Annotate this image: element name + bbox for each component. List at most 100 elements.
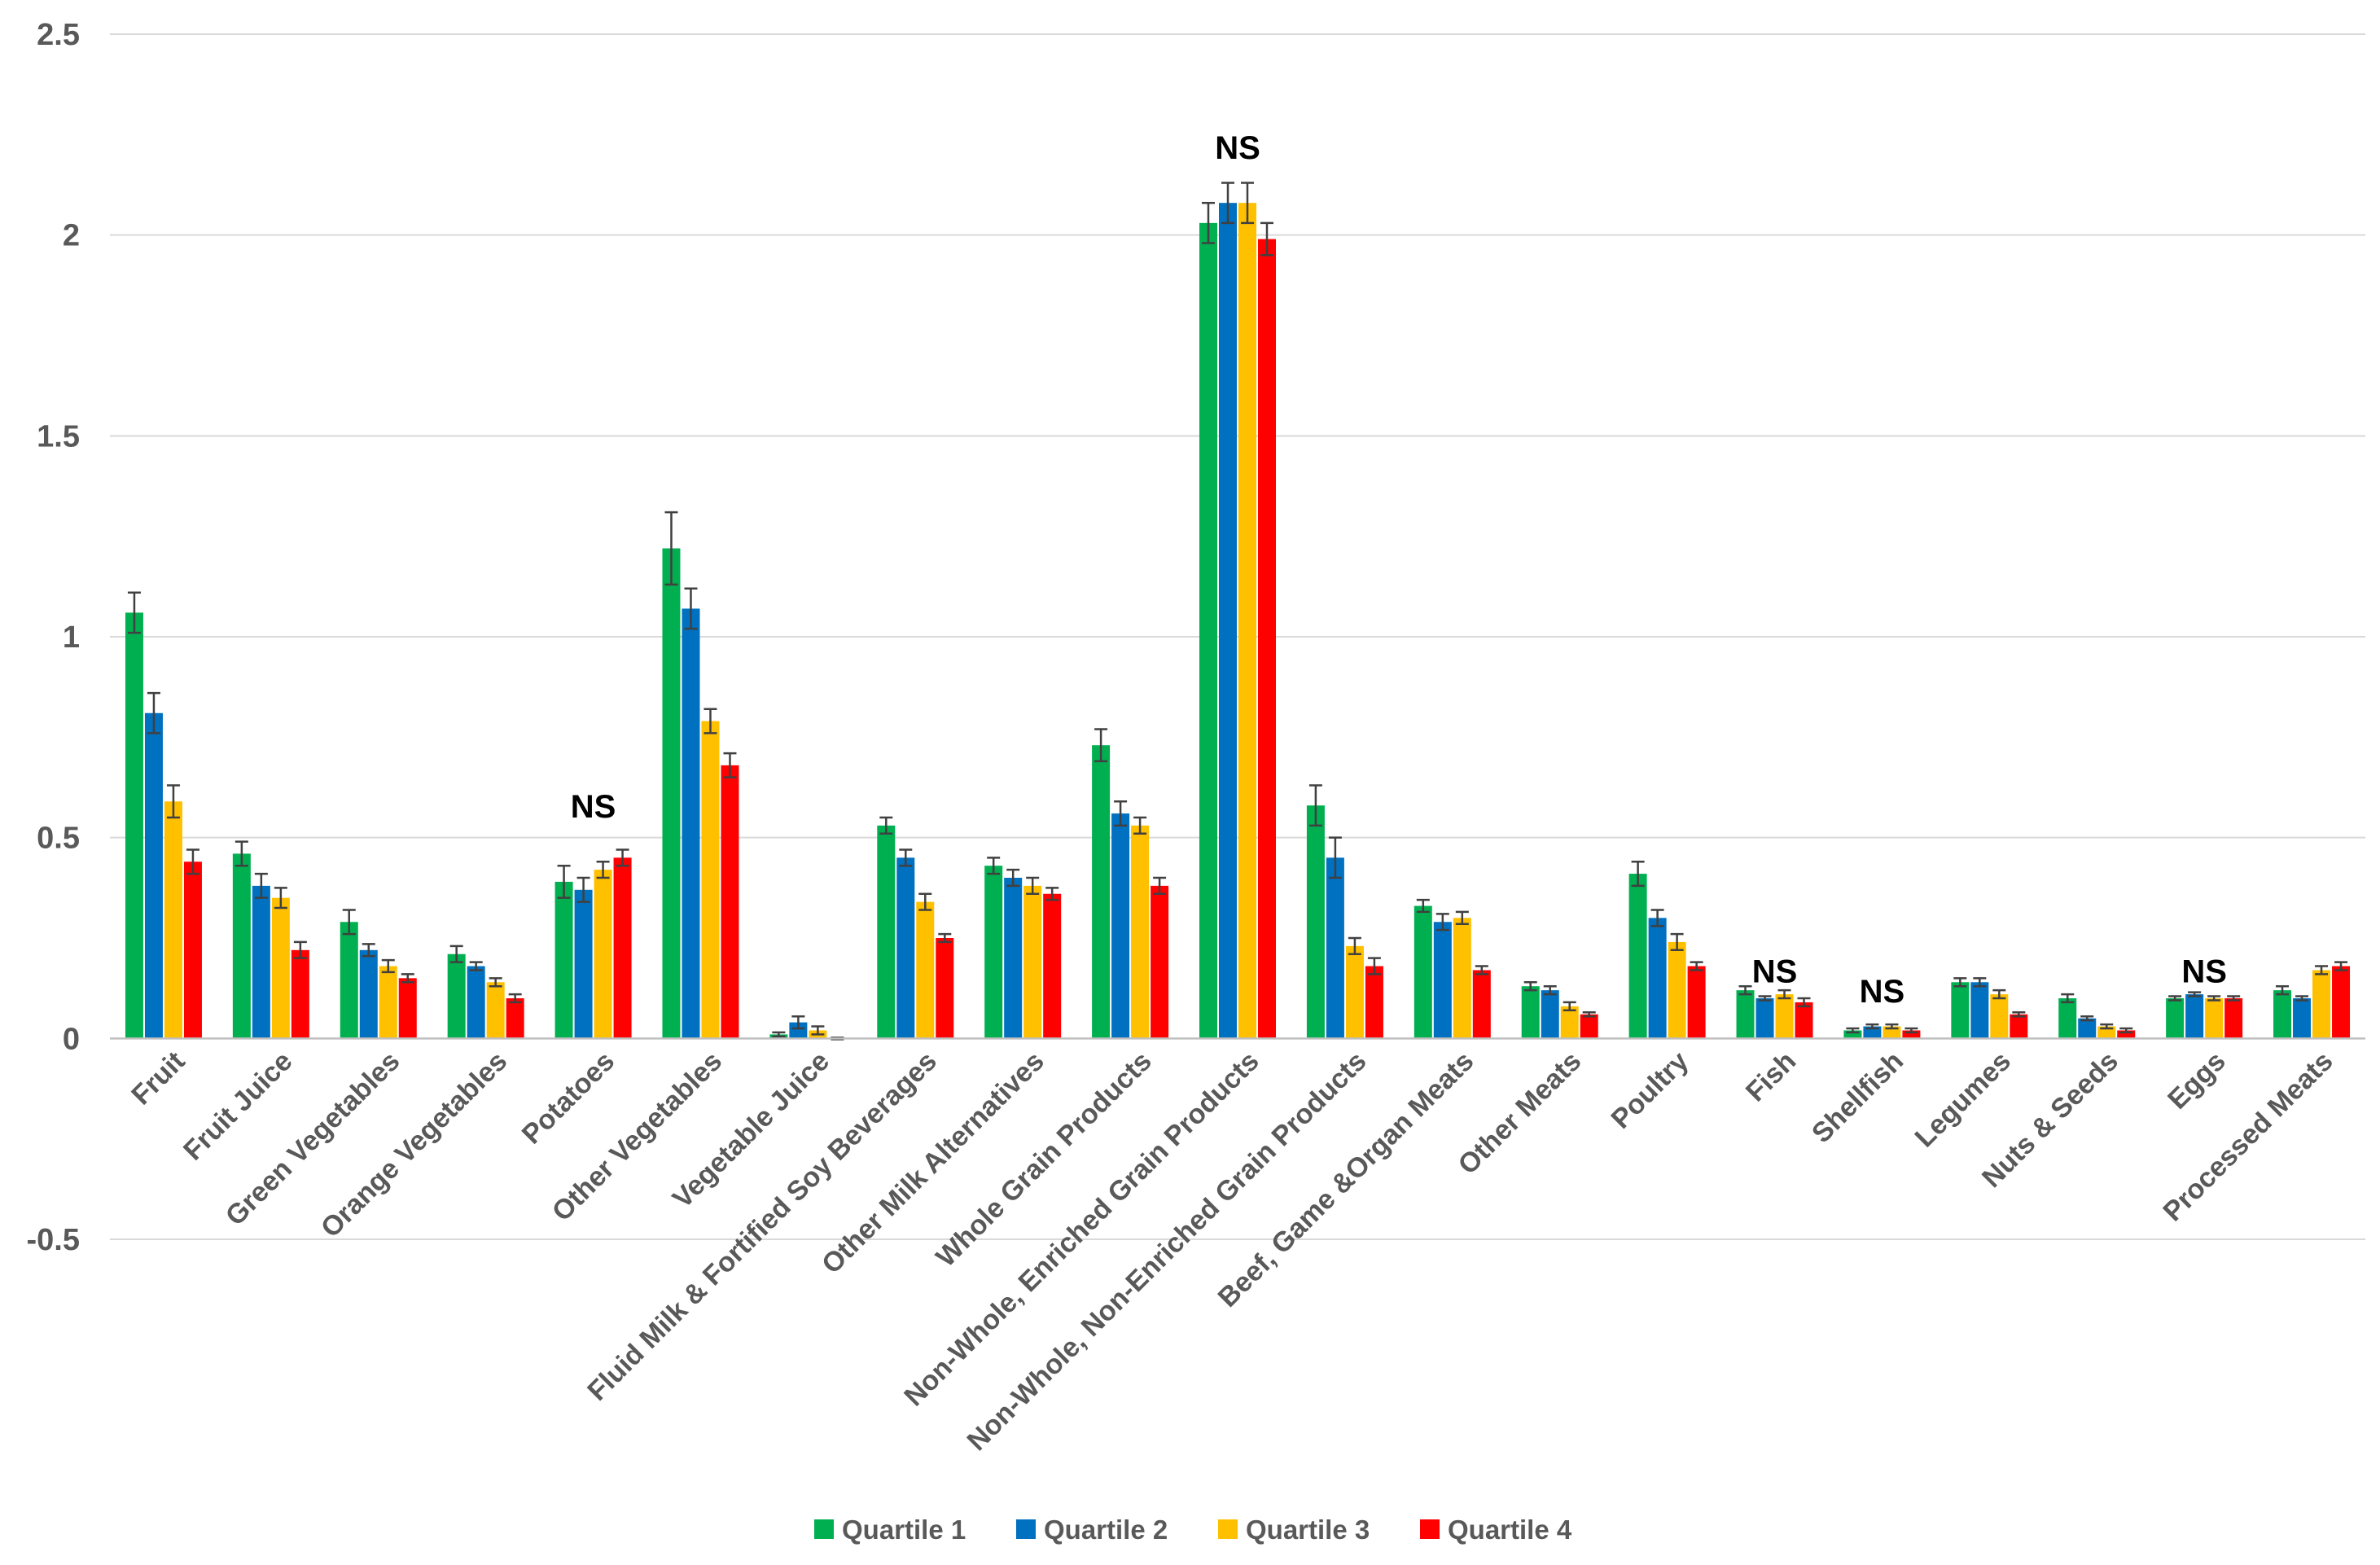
bar [2010, 1014, 2028, 1039]
bar [1453, 918, 1471, 1039]
bar [1326, 857, 1344, 1039]
bar [2293, 998, 2312, 1039]
bar [1990, 994, 2009, 1039]
bar [2058, 998, 2077, 1039]
bar [1843, 1030, 1862, 1039]
bar [1306, 805, 1325, 1039]
bar [447, 953, 466, 1039]
bar [340, 922, 358, 1039]
y-tick-label: 2 [63, 219, 80, 253]
x-tick-label: Legumes [1909, 1046, 2017, 1153]
y-tick-label: 0 [63, 1022, 80, 1056]
bar [1951, 982, 1970, 1039]
bar [1648, 918, 1667, 1039]
legend-label: Quartile 3 [1246, 1515, 1370, 1545]
bar [359, 949, 378, 1039]
legend-swatch [814, 1519, 834, 1539]
bar [1775, 994, 1794, 1039]
bar [1111, 813, 1130, 1039]
bar [1521, 986, 1540, 1039]
ns-annotation: NS [1860, 974, 1905, 1010]
x-tick-label: Orange Vegetables [315, 1046, 513, 1243]
bar [1414, 905, 1432, 1039]
legend-swatch [1420, 1519, 1440, 1539]
legend-label: Quartile 4 [1448, 1515, 1572, 1545]
legend-label: Quartile 2 [1044, 1515, 1168, 1545]
bar [1151, 885, 1169, 1039]
bar [1345, 945, 1364, 1039]
bar [1736, 990, 1755, 1039]
bar [1131, 825, 1150, 1039]
legend-swatch [1218, 1519, 1238, 1539]
legend-label: Quartile 1 [842, 1515, 966, 1545]
bar [1004, 878, 1023, 1039]
error-bars [127, 182, 2348, 1041]
y-tick-label: 1 [63, 620, 80, 655]
bar [398, 978, 417, 1039]
bar [2117, 1030, 2136, 1039]
bar [291, 949, 309, 1039]
bar [467, 966, 485, 1039]
y-axis-ticks: -0.5 0 0.5 1 1.5 2 2.5 [27, 18, 80, 1257]
bar [1472, 970, 1491, 1039]
x-tick-label: Other Milk Alternatives [816, 1046, 1050, 1280]
legend-swatch [1016, 1519, 1036, 1539]
x-tick-label: Shellfish [1806, 1046, 1909, 1149]
bar [183, 861, 202, 1039]
bar [232, 853, 251, 1039]
x-tick-label: Potatoes [516, 1046, 620, 1150]
bar [2224, 998, 2243, 1039]
bar [486, 982, 505, 1039]
y-tick-label: 1.5 [37, 419, 80, 454]
ns-annotation: NS [1215, 130, 1260, 166]
y-tick-label: -0.5 [27, 1223, 80, 1257]
ns-annotation: NS [571, 789, 616, 825]
bar [1668, 941, 1686, 1039]
bar [1580, 1014, 1598, 1039]
bar [1258, 239, 1276, 1039]
bar [662, 548, 681, 1039]
x-tick-label: Fruit [125, 1046, 191, 1111]
bar [1433, 922, 1452, 1039]
bar [613, 857, 632, 1039]
bar [1902, 1030, 1921, 1039]
bar [1560, 1006, 1579, 1039]
annotations: NS NS NS NS NS [571, 130, 2227, 1010]
bar [721, 765, 739, 1039]
bar [506, 998, 524, 1039]
bar [2078, 1018, 2097, 1039]
bar [936, 938, 954, 1039]
y-tick-label: 2.5 [37, 18, 80, 52]
bar [916, 901, 935, 1039]
x-tick-label: Fish [1740, 1046, 1802, 1107]
ns-annotation: NS [2181, 953, 2227, 989]
bar [896, 857, 915, 1039]
bar [164, 801, 182, 1039]
bar [2273, 990, 2292, 1039]
bar [1795, 1002, 1813, 1039]
bar [2166, 998, 2185, 1039]
bar [1199, 222, 1217, 1039]
bars [125, 203, 2351, 1039]
bar [144, 712, 163, 1039]
bar [1365, 966, 1383, 1039]
gridlines [110, 33, 2365, 1240]
legend: Quartile 1 Quartile 2 Quartile 3 Quartile 4 [814, 1515, 1572, 1545]
bar [1970, 982, 1989, 1039]
x-tick-label: Non-Whole, Non-Enriched Grain Products [962, 1046, 1373, 1457]
bar [574, 889, 593, 1039]
bar [1219, 203, 1237, 1039]
y-tick-label: 0.5 [37, 822, 80, 856]
bar [789, 1022, 808, 1039]
bar [877, 825, 896, 1039]
bar [271, 897, 290, 1039]
bar [1541, 990, 1559, 1039]
bar [2332, 966, 2351, 1039]
bar [554, 881, 573, 1039]
bar [594, 870, 612, 1039]
bar [1755, 998, 1774, 1039]
bar [1238, 203, 1256, 1039]
bar [984, 866, 1003, 1039]
